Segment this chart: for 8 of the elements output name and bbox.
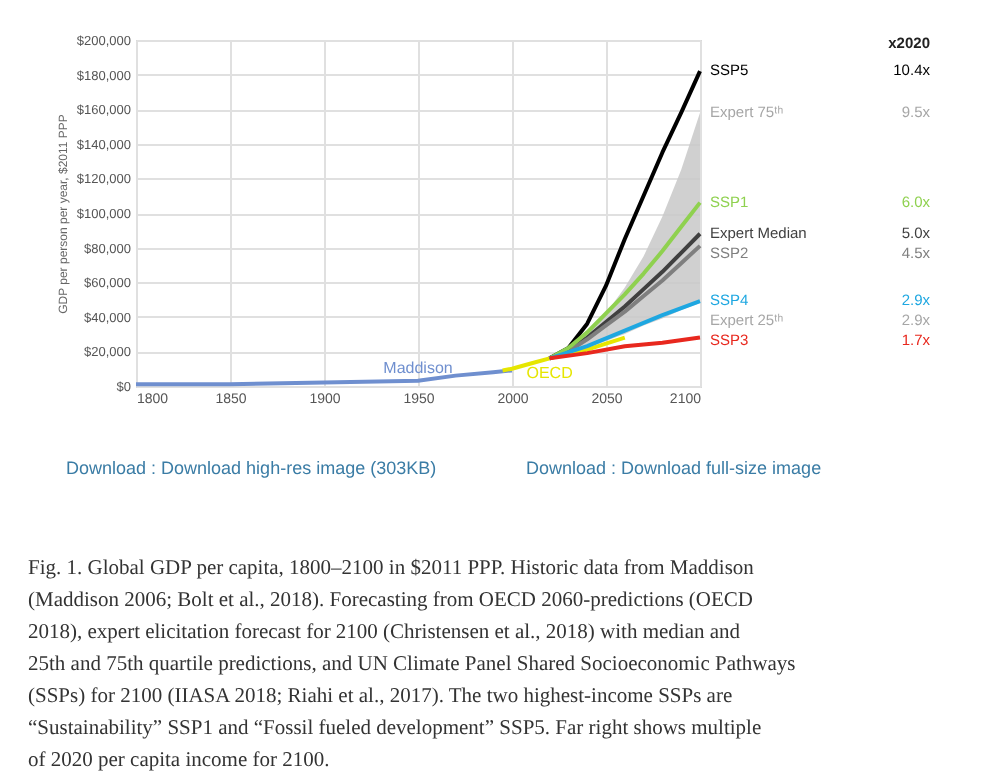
line-series: [547, 299, 702, 361]
series-label: Maddison: [383, 358, 453, 377]
line-series: [547, 200, 702, 361]
caption: Fig. 1. Global GDP per capita, 1800–2100 in $2011 PPP. Historic data from Maddison (Maddison 2006; Bolt et al., 2018). Forecasting from OECD 2060-predictions (OECD 2018), expert elicitation forecast for 2100 (Christensen et al., 2018) with median and 25th and 75th quartile predictions, and UN Climate Panel Shared Socioeconomic Pathways (SSPs) for 2100 (IIASA 2018; Riahi et al., 2017). The two highest-income SSPs are “Sustainability” SSP1 and “Fossil fueled development” SSP5. Far right shows multiple of 2020 per capita income for 2100.: [28, 558, 796, 772]
line-series: [547, 335, 702, 361]
text: Download : Download full-size image: [526, 458, 822, 478]
text: Download : Download high-res image (303KB): [66, 458, 437, 478]
series-label: OECD: [526, 364, 574, 383]
